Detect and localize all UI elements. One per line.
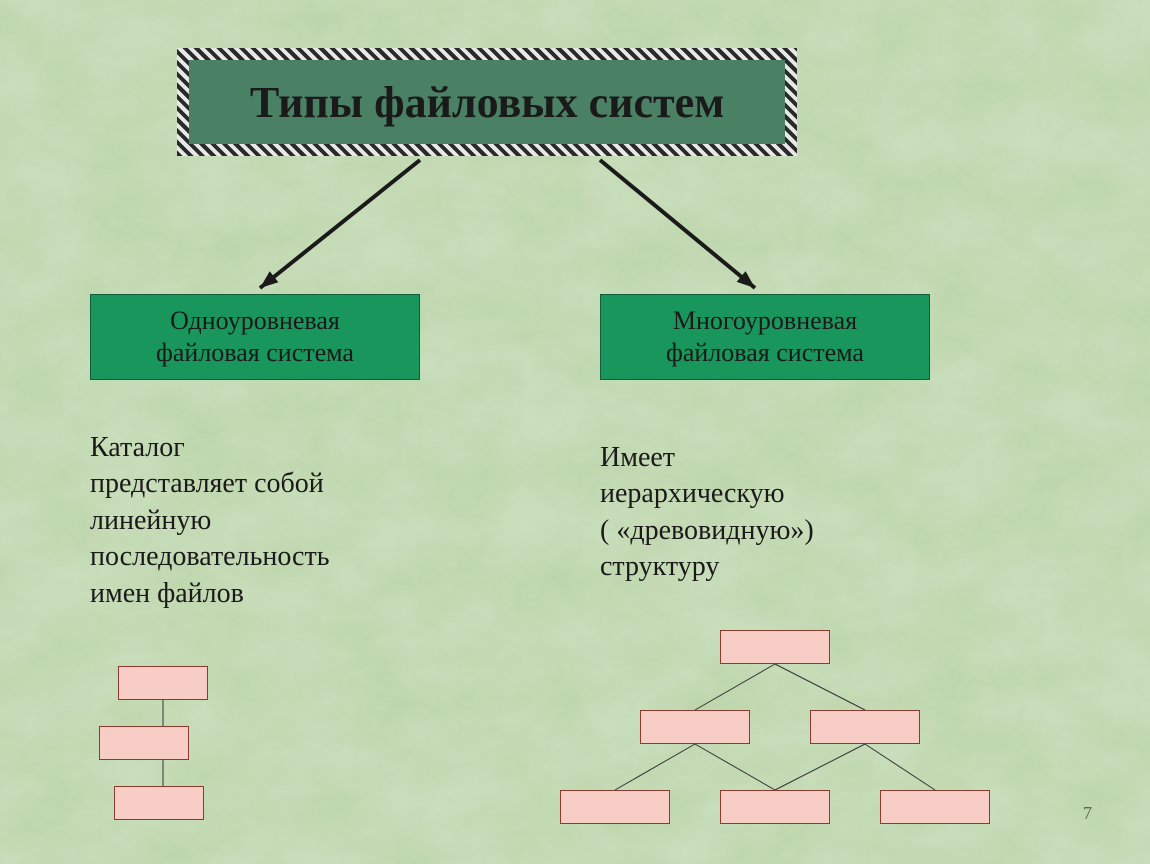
diagram-node <box>640 710 750 744</box>
right-label-box: Многоуровневая файловая система <box>600 294 930 380</box>
diagram-node <box>114 786 204 820</box>
diagram-node <box>560 790 670 824</box>
left-label-box: Одноуровневая файловая система <box>90 294 420 380</box>
slide: Типы файловых систем Одноуровневая файло… <box>0 0 1150 864</box>
left-description: Каталог представляет собой линейную посл… <box>90 430 420 612</box>
left-label-text: Одноуровневая файловая система <box>156 305 354 370</box>
title-box: Типы файловых систем <box>177 48 797 156</box>
page-number: 7 <box>1083 803 1092 824</box>
diagram-node <box>720 790 830 824</box>
diagram-node <box>880 790 990 824</box>
title-text: Типы файловых систем <box>250 77 724 128</box>
right-description: Имеет иерархическую ( «древовидную») стр… <box>600 440 940 586</box>
diagram-node <box>99 726 189 760</box>
diagram-node <box>118 666 208 700</box>
diagram-node <box>810 710 920 744</box>
diagram-node <box>720 630 830 664</box>
right-label-text: Многоуровневая файловая система <box>666 305 864 370</box>
